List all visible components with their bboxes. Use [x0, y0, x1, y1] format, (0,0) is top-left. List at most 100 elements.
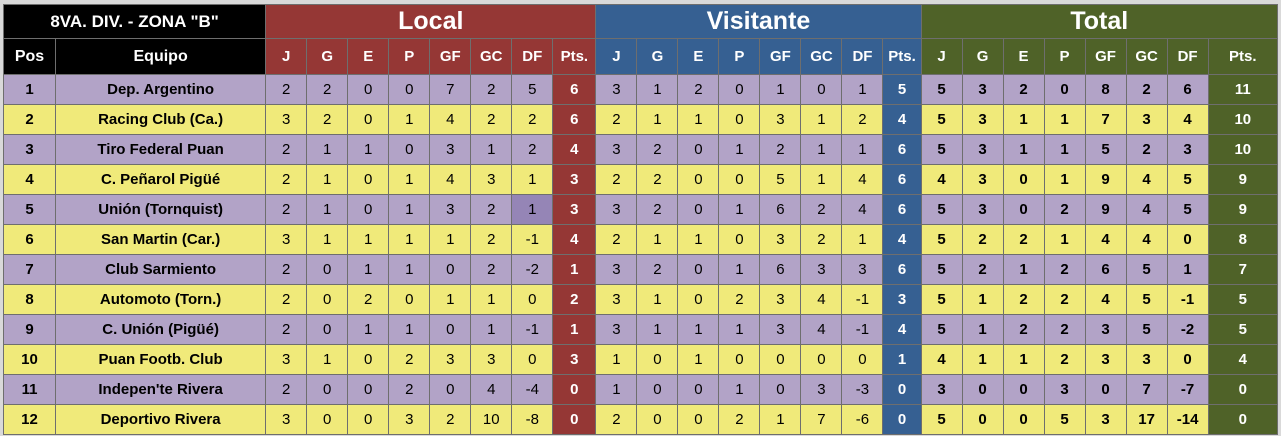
row-total-pts: 10	[1207, 134, 1279, 165]
row-total-pts: 8	[1207, 224, 1279, 255]
row-visitante-gc: 1	[800, 104, 843, 135]
row-total-gc: 4	[1125, 194, 1168, 225]
row-local-df: 0	[511, 344, 554, 375]
row-visitante-gc: 7	[800, 404, 843, 435]
row-local-df: 1	[511, 194, 554, 225]
total-col-header-j: J	[920, 38, 963, 75]
row-visitante-p: 1	[718, 194, 761, 225]
row-total-e: 0	[1002, 404, 1045, 435]
row-visitante-pts: 6	[882, 194, 922, 225]
row-pos: 11	[2, 374, 57, 405]
row-visitante-df: -6	[841, 404, 884, 435]
row-total-df: 5	[1166, 164, 1209, 195]
row-total-e: 0	[1002, 374, 1045, 405]
row-visitante-df: -3	[841, 374, 884, 405]
row-total-g: 2	[961, 224, 1004, 255]
row-visitante-g: 1	[636, 224, 679, 255]
row-total-j: 5	[920, 314, 963, 345]
row-local-e: 1	[347, 314, 390, 345]
row-total-df: 3	[1166, 134, 1209, 165]
row-pos: 6	[2, 224, 57, 255]
row-local-e: 0	[347, 104, 390, 135]
row-total-gf: 8	[1084, 74, 1127, 105]
row-local-p: 3	[388, 404, 431, 435]
row-visitante-j: 3	[595, 284, 638, 315]
row-visitante-e: 2	[677, 74, 720, 105]
row-local-gc: 2	[470, 194, 513, 225]
row-total-gf: 4	[1084, 224, 1127, 255]
row-visitante-df: 4	[841, 164, 884, 195]
local-col-header-e: E	[347, 38, 390, 75]
row-local-gf: 3	[429, 194, 472, 225]
row-pos: 10	[2, 344, 57, 375]
row-local-gf: 7	[429, 74, 472, 105]
row-total-g: 2	[961, 254, 1004, 285]
row-total-e: 2	[1002, 74, 1045, 105]
row-visitante-gf: 2	[759, 134, 802, 165]
row-local-p: 0	[388, 134, 431, 165]
row-visitante-e: 0	[677, 194, 720, 225]
row-total-g: 3	[961, 134, 1004, 165]
row-visitante-gf: 3	[759, 104, 802, 135]
row-total-g: 0	[961, 404, 1004, 435]
row-pos: 1	[2, 74, 57, 105]
row-local-p: 1	[388, 224, 431, 255]
row-visitante-g: 2	[636, 254, 679, 285]
row-visitante-gf: 0	[759, 374, 802, 405]
row-pos: 12	[2, 404, 57, 435]
visitante-col-header-e: E	[677, 38, 720, 75]
row-visitante-e: 0	[677, 254, 720, 285]
row-total-gf: 3	[1084, 344, 1127, 375]
row-visitante-g: 1	[636, 314, 679, 345]
row-total-gf: 7	[1084, 104, 1127, 135]
row-visitante-p: 1	[718, 254, 761, 285]
row-total-gc: 17	[1125, 404, 1168, 435]
row-local-p: 1	[388, 104, 431, 135]
total-col-header-pts: Pts.	[1207, 38, 1279, 75]
row-local-df: 0	[511, 284, 554, 315]
row-local-e: 0	[347, 164, 390, 195]
table-row: 12 Deportivo Rivera 3 0 0 3 2 10 -8 0 2 0 0 2 1 7 -6 0 5 0 0…	[2, 404, 1279, 435]
row-local-gc: 2	[470, 224, 513, 255]
row-visitante-df: 2	[841, 104, 884, 135]
row-total-g: 0	[961, 374, 1004, 405]
row-local-pts: 3	[552, 194, 597, 225]
row-visitante-gf: 3	[759, 284, 802, 315]
row-total-p: 2	[1043, 254, 1086, 285]
row-local-j: 2	[265, 374, 308, 405]
row-local-gc: 10	[470, 404, 513, 435]
row-pos: 5	[2, 194, 57, 225]
row-total-p: 1	[1043, 224, 1086, 255]
row-total-gc: 3	[1125, 104, 1168, 135]
row-visitante-g: 2	[636, 194, 679, 225]
row-visitante-e: 0	[677, 284, 720, 315]
row-visitante-p: 0	[718, 104, 761, 135]
row-local-g: 2	[306, 74, 349, 105]
visitante-col-header-pts: Pts.	[882, 38, 922, 75]
row-total-gc: 5	[1125, 254, 1168, 285]
row-local-df: -8	[511, 404, 554, 435]
row-team: Deportivo Rivera	[55, 404, 267, 435]
visitante-col-header-j: J	[595, 38, 638, 75]
row-local-gc: 1	[470, 284, 513, 315]
row-local-j: 2	[265, 254, 308, 285]
row-total-g: 3	[961, 164, 1004, 195]
row-local-g: 0	[306, 284, 349, 315]
row-local-g: 1	[306, 134, 349, 165]
row-total-gf: 3	[1084, 404, 1127, 435]
row-local-p: 1	[388, 314, 431, 345]
row-total-g: 3	[961, 74, 1004, 105]
row-total-gf: 0	[1084, 374, 1127, 405]
row-total-gf: 4	[1084, 284, 1127, 315]
row-visitante-e: 1	[677, 224, 720, 255]
total-col-header-p: P	[1043, 38, 1086, 75]
row-total-j: 3	[920, 374, 963, 405]
row-local-e: 1	[347, 224, 390, 255]
row-total-df: 1	[1166, 254, 1209, 285]
row-team: Automoto (Torn.)	[55, 284, 267, 315]
row-visitante-e: 0	[677, 404, 720, 435]
row-total-gf: 9	[1084, 194, 1127, 225]
column-header-row: Pos Equipo J G E P GF GC DF Pts. J G E P GF GC DF Pts. J…	[2, 38, 1279, 75]
row-total-j: 5	[920, 404, 963, 435]
